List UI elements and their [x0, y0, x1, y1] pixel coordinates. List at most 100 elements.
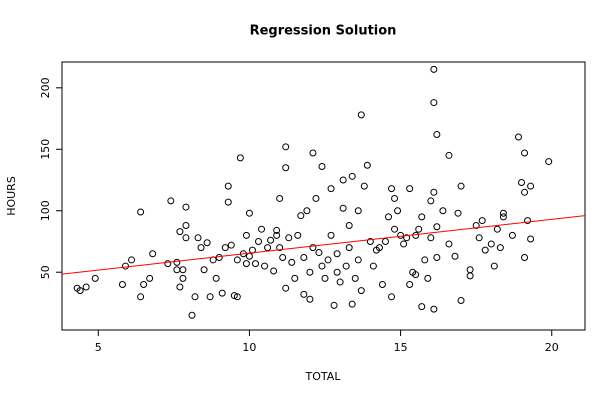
point	[118, 281, 126, 289]
point	[345, 222, 353, 230]
point	[137, 293, 145, 301]
y-tick-label: 100	[39, 200, 52, 221]
point	[182, 203, 190, 211]
point	[354, 256, 362, 264]
point	[391, 225, 399, 233]
point	[466, 272, 474, 280]
point	[466, 266, 474, 274]
point	[200, 266, 208, 274]
point	[291, 274, 299, 282]
point	[206, 293, 214, 301]
point	[439, 207, 447, 215]
point	[499, 213, 507, 221]
point	[457, 182, 465, 190]
point	[282, 164, 290, 172]
point	[384, 213, 392, 221]
point	[167, 197, 175, 205]
point	[457, 296, 465, 304]
point	[330, 301, 338, 309]
point	[336, 278, 344, 286]
point	[76, 287, 84, 295]
point	[128, 256, 136, 264]
point	[288, 258, 296, 266]
point	[527, 235, 535, 243]
point	[188, 311, 196, 319]
x-tick-label: 10	[242, 341, 256, 354]
point	[475, 234, 483, 242]
point	[224, 198, 232, 206]
y-tick-label: 150	[39, 139, 52, 160]
x-tick-label: 15	[394, 341, 408, 354]
point	[327, 231, 335, 239]
point	[258, 225, 266, 233]
point	[375, 244, 383, 252]
point	[339, 176, 347, 184]
point	[430, 305, 438, 313]
point	[351, 274, 359, 282]
point	[363, 161, 371, 169]
point	[472, 222, 480, 230]
point	[521, 188, 529, 196]
point	[487, 240, 495, 248]
point	[527, 182, 535, 190]
point	[242, 231, 250, 239]
point	[406, 281, 414, 289]
point	[481, 246, 489, 254]
point	[149, 250, 157, 258]
point	[173, 266, 181, 274]
point	[297, 212, 305, 220]
point	[273, 226, 281, 234]
point	[285, 234, 293, 242]
point	[433, 131, 441, 139]
point	[360, 182, 368, 190]
point	[521, 149, 529, 157]
point	[430, 188, 438, 196]
point	[354, 207, 362, 215]
point	[418, 303, 426, 311]
point	[315, 249, 323, 257]
point	[412, 271, 420, 279]
point	[267, 236, 275, 244]
point	[339, 204, 347, 212]
point	[276, 194, 284, 202]
point	[454, 209, 462, 217]
point	[255, 237, 263, 245]
point	[508, 231, 516, 239]
regression-line	[62, 215, 585, 275]
point	[91, 274, 99, 282]
point	[397, 231, 405, 239]
point	[215, 253, 223, 261]
point	[478, 217, 486, 225]
y-axis-label: HOURS	[5, 176, 18, 216]
point	[388, 185, 396, 193]
point	[430, 65, 438, 73]
point	[496, 244, 504, 252]
point	[421, 256, 429, 264]
point	[306, 295, 314, 303]
point	[261, 262, 269, 270]
point	[312, 194, 320, 202]
point	[357, 287, 365, 295]
y-tick-label: 50	[39, 265, 52, 279]
point	[357, 111, 365, 119]
point	[245, 209, 253, 217]
point	[194, 234, 202, 242]
point	[333, 250, 341, 258]
point	[518, 178, 526, 186]
point	[427, 197, 435, 205]
point	[221, 244, 229, 252]
point	[251, 260, 259, 268]
point	[140, 281, 148, 289]
point	[342, 262, 350, 270]
point	[348, 300, 356, 308]
point	[303, 207, 311, 215]
point	[294, 231, 302, 239]
point	[345, 244, 353, 252]
point	[381, 237, 389, 245]
point	[309, 149, 317, 157]
point	[212, 274, 220, 282]
point	[430, 99, 438, 107]
point	[388, 293, 396, 301]
point	[137, 208, 145, 216]
point	[121, 262, 129, 270]
